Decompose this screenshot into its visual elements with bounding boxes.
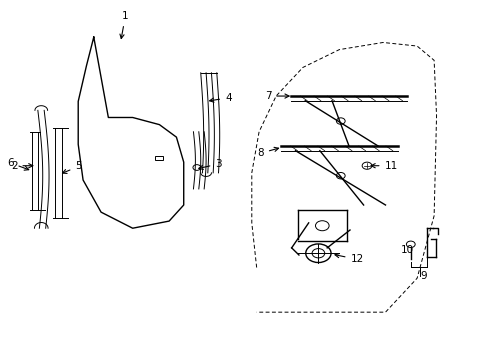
Text: 9: 9 xyxy=(420,271,426,282)
Text: 1: 1 xyxy=(120,11,128,39)
Circle shape xyxy=(336,172,345,179)
Text: 10: 10 xyxy=(400,245,413,255)
Text: 2: 2 xyxy=(11,161,33,171)
Text: 12: 12 xyxy=(334,253,363,264)
Text: 7: 7 xyxy=(264,91,288,101)
Bar xyxy=(154,156,163,160)
Text: 4: 4 xyxy=(209,93,231,103)
Circle shape xyxy=(315,221,328,231)
Text: 6: 6 xyxy=(7,158,29,170)
Circle shape xyxy=(336,118,345,124)
Text: 5: 5 xyxy=(62,161,82,174)
Text: 11: 11 xyxy=(370,161,397,171)
Text: 8: 8 xyxy=(257,147,278,158)
Text: 3: 3 xyxy=(199,159,222,170)
